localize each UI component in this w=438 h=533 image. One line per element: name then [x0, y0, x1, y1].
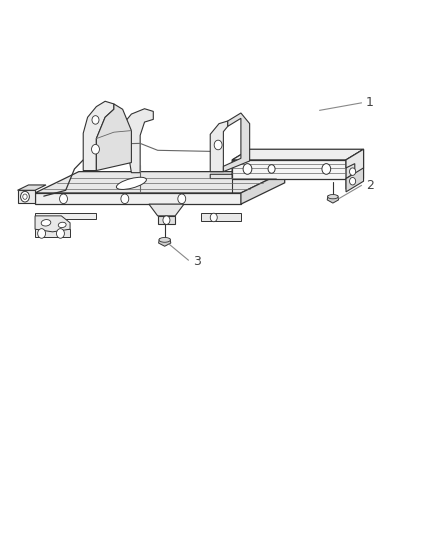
Circle shape: [210, 213, 217, 222]
Polygon shape: [158, 216, 175, 224]
Polygon shape: [223, 113, 250, 172]
Polygon shape: [35, 172, 285, 193]
Circle shape: [322, 164, 331, 174]
Polygon shape: [232, 149, 364, 160]
Polygon shape: [96, 104, 131, 171]
Circle shape: [21, 191, 29, 202]
Circle shape: [163, 216, 170, 224]
Circle shape: [121, 194, 129, 204]
Circle shape: [57, 229, 64, 238]
Circle shape: [350, 177, 356, 185]
Circle shape: [243, 164, 252, 174]
Circle shape: [214, 140, 222, 150]
Ellipse shape: [41, 220, 51, 226]
Polygon shape: [327, 196, 339, 203]
Circle shape: [92, 116, 99, 124]
Circle shape: [350, 168, 356, 175]
Polygon shape: [35, 216, 70, 232]
Polygon shape: [346, 149, 364, 189]
Polygon shape: [210, 149, 250, 179]
Polygon shape: [18, 190, 35, 203]
Text: 2: 2: [366, 179, 374, 192]
Circle shape: [60, 194, 67, 204]
Polygon shape: [18, 185, 46, 190]
Circle shape: [178, 194, 186, 204]
Text: 3: 3: [193, 255, 201, 268]
Ellipse shape: [58, 222, 66, 228]
Ellipse shape: [159, 238, 170, 242]
Polygon shape: [210, 121, 228, 172]
Polygon shape: [159, 239, 171, 246]
Polygon shape: [346, 168, 364, 192]
Polygon shape: [83, 101, 114, 171]
Polygon shape: [35, 213, 96, 219]
Polygon shape: [35, 229, 70, 237]
Circle shape: [38, 229, 46, 238]
Polygon shape: [201, 213, 241, 221]
Circle shape: [268, 165, 275, 173]
Polygon shape: [346, 149, 364, 179]
Ellipse shape: [117, 177, 146, 189]
Ellipse shape: [328, 195, 338, 199]
Text: 1: 1: [366, 96, 374, 109]
Circle shape: [23, 194, 27, 199]
Polygon shape: [241, 172, 285, 204]
Circle shape: [92, 144, 99, 154]
Polygon shape: [123, 109, 153, 173]
Polygon shape: [35, 193, 241, 204]
Polygon shape: [149, 204, 184, 216]
Polygon shape: [232, 160, 346, 179]
